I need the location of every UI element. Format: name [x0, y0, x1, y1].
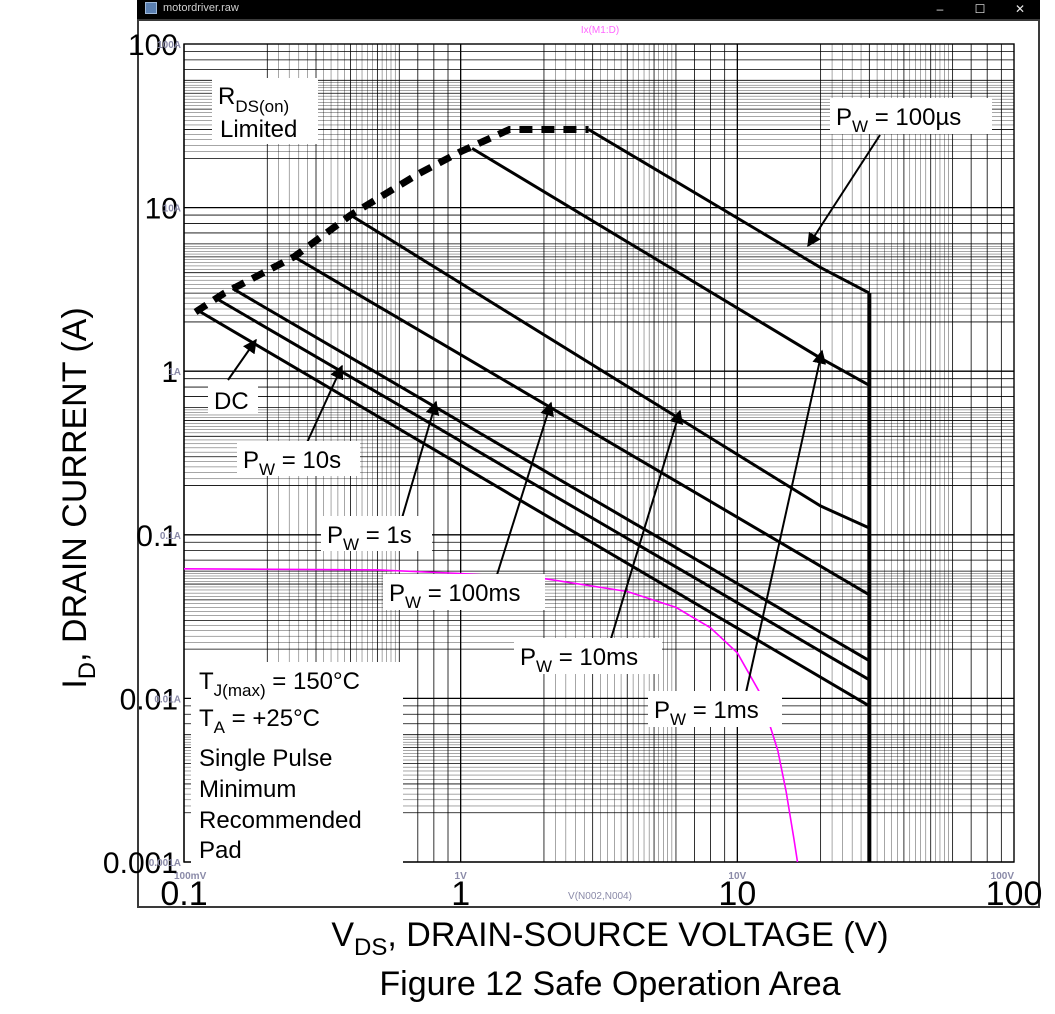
x-tick-label: 1: [451, 875, 470, 913]
y-tick-label: 100: [128, 29, 178, 62]
pw-10ms-label: PW = 10ms: [520, 644, 638, 676]
x-axis-title: VDS, DRAIN-SOURCE VOLTAGE (V): [331, 916, 888, 961]
x-sim-tick-label: 1V: [455, 871, 468, 882]
chart-annotations: RDS(on) Limited DC PW = 10s PW = 1s PW =…: [191, 78, 992, 864]
sim-x-axis-title: V(N002,N004): [568, 891, 632, 902]
rds-on-label: RDS(on): [218, 83, 289, 116]
conditions-box: [191, 662, 403, 864]
y-tick-label: 0.1: [136, 520, 178, 553]
pw-1s-label-box: [321, 516, 432, 551]
minimum-label: Minimum: [199, 776, 296, 803]
pw-1s-arrow: [401, 400, 440, 519]
axis-titles: VDS, DRAIN-SOURCE VOLTAGE (V) Figure 12 …: [56, 307, 889, 1003]
y-sim-tick-label: 0.01A: [154, 694, 181, 705]
tj-max-label: TJ(max) = 150°C: [199, 668, 360, 700]
y-tick-label: 0.01: [120, 683, 178, 716]
y-tick-label: 10: [145, 193, 178, 226]
pw-10s-label-box: [237, 441, 360, 476]
pw-1ms-arrow: [744, 349, 827, 698]
dc-label-box: [208, 383, 258, 414]
simulator-axis-labels: Ix(M1:D) V(N002,N004): [568, 25, 632, 902]
y-sim-tick-label: 10A: [163, 204, 181, 215]
sim-current-trace: [183, 568, 799, 863]
pw-100ms-label-box: [383, 574, 545, 610]
window-title: motordriver.raw: [163, 2, 239, 14]
dc-label: DC: [214, 388, 249, 415]
x-tick-label: 100: [986, 875, 1043, 913]
pw-10ms-label-box: [514, 638, 662, 674]
plot-window-frame: [137, 19, 1040, 908]
x-tick-label: 0.1: [160, 875, 207, 913]
ta-label: TA = +25°C: [199, 705, 320, 737]
x-tick-label: 10: [718, 875, 756, 913]
pw-100us-label: PW = 100µs: [836, 104, 961, 136]
close-button[interactable]: ✕: [1014, 2, 1026, 16]
pw-100us-label-box: [830, 98, 992, 134]
soa-line-pw-1ms: [471, 147, 871, 387]
y-axis-title: ID, DRAIN CURRENT (A): [56, 307, 101, 688]
rds-label-box: [212, 78, 318, 144]
soa-line-pw-10ms: [349, 213, 870, 530]
app-icon: [145, 2, 157, 14]
chart-title: Figure 12 Safe Operation Area: [379, 965, 840, 1003]
pad-label: Pad: [199, 837, 242, 864]
soa-line-pw-1s: [231, 287, 871, 662]
soa-line-pw-100-s: [587, 128, 870, 295]
maximize-button[interactable]: ☐: [974, 2, 986, 16]
y-sim-tick-label: 1A: [168, 367, 181, 378]
pw-100ms-arrow: [495, 401, 554, 579]
dc-arrow: [227, 338, 257, 381]
pw-100us-arrow: [807, 134, 881, 248]
pw-1s-label: PW = 1s: [327, 522, 412, 554]
pw-10ms-arrow: [609, 409, 684, 643]
y-sim-tick-label: 100A: [157, 40, 181, 51]
y-tick-label: 1: [161, 356, 178, 389]
x-sim-tick-label: 100V: [991, 871, 1015, 882]
pw-10s-label: PW = 10s: [243, 447, 341, 479]
rds-on-limit-line: [193, 126, 589, 315]
rds-limited-label: Limited: [220, 116, 297, 143]
single-pulse-label: Single Pulse: [199, 745, 332, 772]
pw-10s-arrow: [304, 364, 344, 448]
soa-series: [183, 126, 881, 863]
minimize-button[interactable]: –: [936, 2, 944, 16]
pw-100ms-label: PW = 100ms: [389, 580, 520, 612]
pw-1ms-label: PW = 1ms: [654, 697, 759, 729]
soa-line-pw-100ms: [293, 255, 871, 597]
y-tick-label: 0.001: [103, 847, 178, 880]
x-sim-tick-label: 100mV: [174, 871, 207, 882]
recommended-label: Recommended: [199, 807, 362, 834]
y-sim-tick-label: 0.1A: [160, 531, 181, 542]
sim-trace-title: Ix(M1:D): [581, 25, 619, 36]
window-title-bar[interactable]: motordriver.raw – ☐ ✕: [137, 0, 1040, 19]
soa-line-pw-10s: [214, 296, 871, 682]
y-sim-tick-label: 0.001A: [149, 858, 181, 869]
x-sim-tick-label: 10V: [728, 871, 746, 882]
pw-1ms-label-box: [648, 691, 782, 727]
